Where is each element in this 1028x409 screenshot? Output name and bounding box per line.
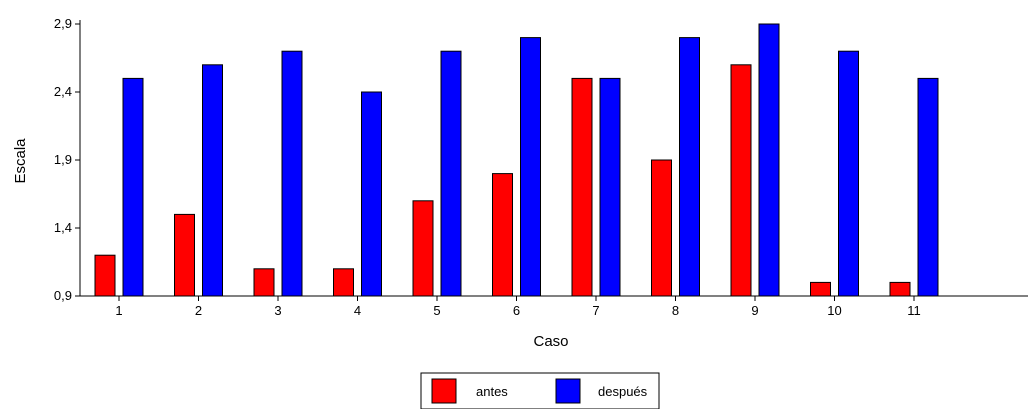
y-tick-label: 1,9 <box>54 152 72 167</box>
bar-despues-1 <box>122 77 144 297</box>
x-tick-label: 1 <box>115 303 122 318</box>
legend-frame <box>420 372 660 409</box>
bar-antes-7 <box>571 77 593 297</box>
bar-despues-10 <box>838 50 859 297</box>
x-axis: 1 2 3 4 5 6 7 8 9 10 11 <box>80 295 1028 318</box>
y-tick-label: 2,4 <box>54 84 72 99</box>
bar-despues-2 <box>202 64 223 297</box>
y-tick-label: 2,9 <box>54 16 72 31</box>
bar-despues-3 <box>281 50 303 297</box>
bar-antes-8 <box>651 159 672 297</box>
x-tick-label: 8 <box>672 303 679 318</box>
bar-antes-3 <box>253 268 275 297</box>
legend: antes después <box>420 372 660 409</box>
legend-label-despues: después <box>598 384 648 399</box>
x-tick-label: 3 <box>274 303 281 318</box>
bar-despues-7 <box>599 77 621 297</box>
y-tick-label: 1,4 <box>54 220 72 235</box>
x-axis-title: Caso <box>533 333 568 350</box>
x-tick-label: 7 <box>592 303 599 318</box>
x-tick-label: 4 <box>354 303 361 318</box>
bar-antes-6 <box>492 173 513 297</box>
bar-antes-11 <box>889 281 911 297</box>
x-tick-label: 5 <box>433 303 440 318</box>
bar-despues-9 <box>758 23 780 297</box>
y-axis: 0,9 1,4 1,9 2,4 2,9 <box>54 16 81 303</box>
x-tick-label: 11 <box>907 303 921 318</box>
bar-antes-1 <box>94 254 116 297</box>
legend-swatch-despues <box>555 378 581 404</box>
bar-despues-5 <box>440 50 462 297</box>
legend-label-antes: antes <box>476 384 508 399</box>
x-tick-label: 6 <box>513 303 520 318</box>
bar-antes-10 <box>810 281 831 297</box>
bar-despues-6 <box>520 37 541 297</box>
y-tick-label: 0,9 <box>54 288 72 303</box>
x-tick-label: 9 <box>751 303 758 318</box>
bar-despues-8 <box>679 37 700 297</box>
bar-antes-2 <box>174 213 195 297</box>
bar-antes-5 <box>412 200 434 297</box>
bar-despues-4 <box>361 91 382 297</box>
x-tick-label: 2 <box>195 303 202 318</box>
bar-despues-11 <box>917 77 939 297</box>
bar-antes-9 <box>730 64 752 297</box>
y-axis-title: Escala <box>12 138 29 184</box>
bar-antes-4 <box>333 268 354 297</box>
legend-swatch-antes <box>431 378 457 404</box>
x-tick-label: 10 <box>827 303 841 318</box>
bars <box>94 23 939 297</box>
